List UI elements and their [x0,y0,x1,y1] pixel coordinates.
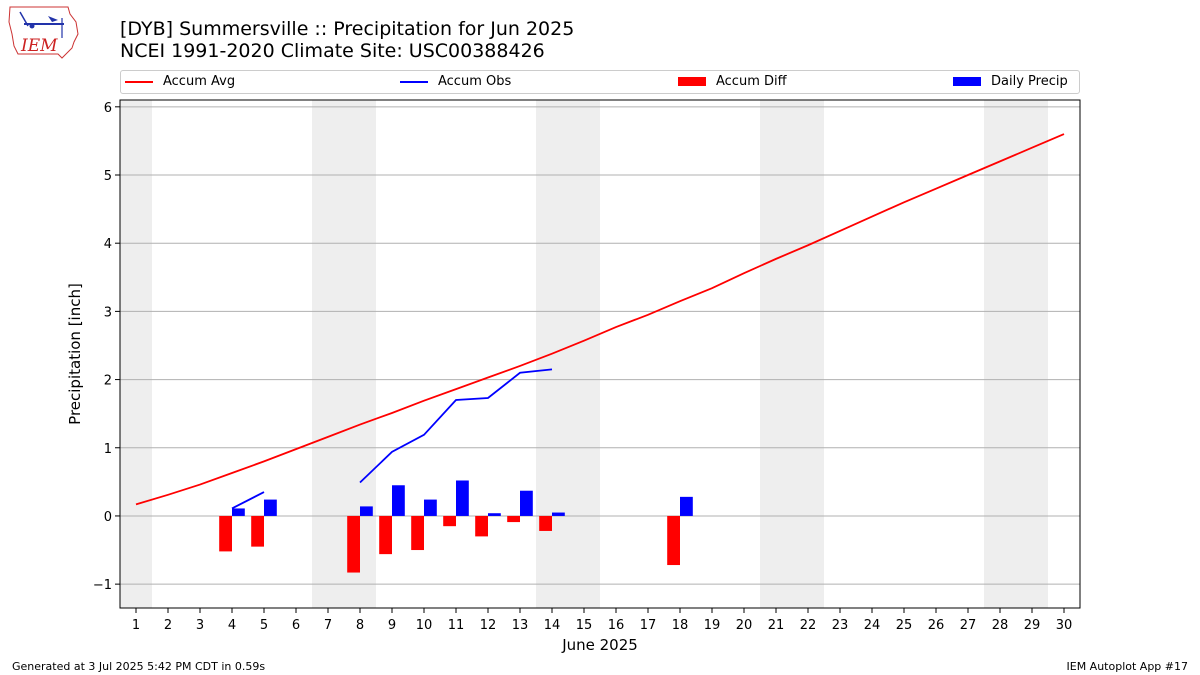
accum-diff-bar [443,515,456,527]
legend-label: Accum Obs [438,74,512,89]
y-tick-label: 1 [104,442,112,457]
weekend-band [312,100,376,608]
daily-precip-bar [264,499,277,516]
y-tick-label: 6 [104,101,112,116]
legend-item-accum-obs: Accum Obs [400,74,511,89]
accum-diff-bar [347,515,360,573]
footer-app: IEM Autoplot App #17 [1066,660,1189,673]
legend-swatch-accum-obs [400,80,428,83]
daily-precip-bar [552,512,565,516]
x-tick-label: 22 [800,618,817,633]
x-tick-label: 18 [672,618,689,633]
legend-item-accum-diff: Accum Diff [678,74,787,89]
accum-diff-bar [219,515,232,552]
y-tick-label: −1 [93,578,112,593]
footer-generated: Generated at 3 Jul 2025 5:42 PM CDT in 0… [12,660,266,673]
x-tick-label: 12 [480,618,497,633]
x-tick-label: 6 [292,618,300,633]
x-tick-label: 20 [736,618,753,633]
daily-precip-bar [456,480,469,516]
legend-swatch-accum-diff [678,77,706,86]
accum-obs-line [231,491,265,510]
x-tick-label: 16 [608,618,625,633]
y-tick-label: 2 [104,374,112,389]
legend-label: Accum Diff [716,74,787,89]
accum-diff-bar [539,515,552,531]
daily-precip-bar [360,506,373,516]
x-tick-label: 10 [416,618,433,633]
legend-item-daily-precip: Daily Precip [953,74,1068,89]
daily-precip-bar [392,485,405,516]
x-tick-label: 3 [196,618,204,633]
legend-swatch-accum-avg [125,80,153,83]
y-tick-label: 0 [104,510,112,525]
x-tick-label: 8 [356,618,364,633]
daily-precip-bar [520,490,533,516]
x-tick-label: 25 [896,618,913,633]
weekend-band [536,100,600,608]
daily-precip-bar [488,513,501,516]
x-tick-label: 14 [544,618,561,633]
accum-obs-line [359,368,553,484]
legend: Accum Avg Accum Obs Accum Diff Daily Pre… [120,70,1080,94]
title-line-2: NCEI 1991-2020 Climate Site: USC00388426 [120,40,545,62]
y-axis-label: Precipitation [inch] [66,283,84,425]
x-tick-label: 27 [960,618,977,633]
weekend-band [760,100,824,608]
x-tick-label: 24 [864,618,881,633]
x-tick-label: 15 [576,618,593,633]
x-tick-label: 13 [512,618,529,633]
x-tick-label: 26 [928,618,945,633]
x-tick-label: 1 [132,618,140,633]
x-tick-label: 11 [448,618,465,633]
title-line-1: [DYB] Summersville :: Precipitation for … [120,18,575,40]
x-tick-label: 30 [1056,618,1073,633]
y-tick-label: 5 [104,169,112,184]
accum-diff-bar [251,515,264,547]
daily-precip-bar [232,508,245,516]
x-tick-label: 28 [992,618,1009,633]
x-tick-label: 23 [832,618,849,633]
logo-text: IEM [20,36,58,56]
x-tick-label: 2 [164,618,172,633]
x-tick-label: 19 [704,618,721,633]
plot-frame [119,99,1081,609]
x-tick-label: 9 [388,618,396,633]
legend-item-accum-avg: Accum Avg [125,74,235,89]
y-tick-label: 3 [104,305,112,320]
accum-diff-bar [411,515,424,551]
daily-precip-bar [680,496,693,516]
accum-diff-bar [667,515,680,566]
bars [219,480,693,573]
y-tick-label: 4 [104,237,112,252]
legend-swatch-daily-precip [953,77,981,86]
x-tick-label: 29 [1024,618,1041,633]
accum-avg-line [135,133,1065,506]
x-axis-label: June 2025 [561,636,638,654]
x-tick-label: 21 [768,618,785,633]
gridlines [120,106,1080,585]
x-tick-label: 17 [640,618,657,633]
legend-label: Accum Avg [163,74,236,89]
accum-diff-bar [379,515,392,555]
series-lines [135,133,1065,510]
x-tick-label: 7 [324,618,332,633]
accum-diff-bar [507,515,520,523]
daily-precip-bar [424,499,437,516]
x-tick-label: 4 [228,618,236,633]
weekend-band [984,100,1048,608]
chart-title: [DYB] Summersville :: Precipitation for … [120,18,574,62]
x-tick-label: 5 [260,618,268,633]
weekend-band [120,100,152,608]
iem-logo: IEM [8,6,79,59]
legend-label: Daily Precip [991,74,1068,89]
accum-diff-bar [475,515,488,537]
